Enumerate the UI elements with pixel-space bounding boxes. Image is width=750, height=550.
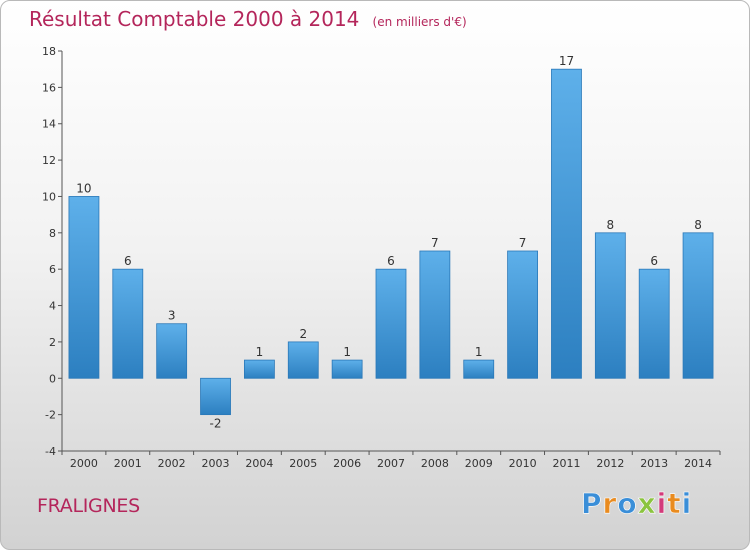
data-label-2002: 3 (168, 309, 176, 323)
data-label-2006: 1 (343, 345, 351, 359)
bar-2003 (200, 377, 231, 416)
data-label-2004: 1 (256, 345, 264, 359)
x-tick-label: 2007 (377, 457, 405, 470)
logo-letter: r (602, 487, 618, 521)
data-label-2001: 6 (124, 254, 132, 268)
town-name: FRALIGNES (37, 495, 140, 517)
y-tick-label: 6 (49, 263, 56, 276)
logo-letter: i (656, 487, 668, 521)
x-tick-label: 2001 (114, 457, 142, 470)
title-row: Résultat Comptable 2000 à 2014 (en milli… (29, 7, 467, 31)
bar-2013 (638, 268, 670, 379)
y-tick-label: 10 (42, 190, 56, 203)
y-axis: -4 -2 0 2 4 6 8 10 12 14 16 18 (42, 45, 63, 458)
data-label-2009: 1 (475, 345, 483, 359)
data-label-2005: 2 (299, 327, 307, 341)
bar-2002 (156, 323, 188, 379)
x-axis: 2000 2001 2002 2003 2004 2005 2006 2007 2008 2009… (61, 450, 721, 470)
data-label-2003: -2 (210, 417, 222, 431)
bar-2011 (551, 68, 582, 379)
proxiti-logo[interactable]: Proxiti (581, 487, 693, 521)
y-tick-label: 16 (42, 81, 56, 94)
x-tick-label: 2003 (202, 457, 230, 470)
y-tick-label: 12 (42, 154, 56, 167)
data-label-2013: 6 (650, 254, 658, 268)
x-tick-label: 2008 (421, 457, 449, 470)
x-tick-label: 2004 (245, 457, 273, 470)
bar-2006 (331, 359, 363, 379)
logo-letter: x (637, 487, 657, 521)
data-label-2012: 8 (607, 218, 615, 232)
x-tick-label: 2002 (158, 457, 186, 470)
bar-2008 (419, 250, 451, 379)
x-tick-label: 2011 (552, 457, 580, 470)
chart-title: Résultat Comptable 2000 à 2014 (29, 7, 360, 31)
bar-2000 (68, 196, 100, 379)
x-tick-label: 2009 (465, 457, 493, 470)
x-tick-label: 2000 (70, 457, 98, 470)
y-tick-label: 14 (42, 118, 56, 131)
x-tick-label: 2005 (289, 457, 317, 470)
y-tick-label: -2 (45, 409, 56, 422)
y-tick-label: 8 (49, 227, 56, 240)
y-tick-label: 2 (49, 336, 56, 349)
bar-2001 (112, 268, 144, 379)
bar-2010 (507, 250, 539, 379)
x-tick-label: 2013 (640, 457, 668, 470)
bar-2014 (682, 232, 714, 379)
y-tick-label: 0 (49, 372, 56, 385)
logo-letter: o (617, 487, 638, 521)
bar-2009 (463, 359, 495, 379)
data-label-2011: 17 (559, 54, 574, 68)
x-tick-label: 2006 (333, 457, 361, 470)
x-tick-label: 2010 (509, 457, 537, 470)
bar-2005 (287, 341, 319, 379)
bar-2007 (375, 268, 407, 379)
data-label-2007: 6 (387, 254, 395, 268)
data-label-2010: 7 (519, 236, 527, 250)
y-tick-label: -4 (45, 445, 56, 458)
bar-2012 (594, 232, 626, 379)
bar-2004 (243, 359, 275, 379)
logo-letter: i (681, 487, 693, 521)
y-tick-label: 18 (42, 45, 56, 58)
bars (68, 68, 714, 416)
x-tick-label: 2014 (684, 457, 712, 470)
data-label-2000: 10 (76, 181, 91, 195)
chart-subtitle: (en milliers d'€) (372, 15, 467, 29)
data-label-2008: 7 (431, 236, 439, 250)
data-label-2014: 8 (694, 218, 702, 232)
y-tick-label: 4 (49, 300, 56, 313)
logo-letter: t (667, 487, 682, 521)
logo-letter: P (581, 487, 603, 521)
x-tick-label: 2012 (596, 457, 624, 470)
